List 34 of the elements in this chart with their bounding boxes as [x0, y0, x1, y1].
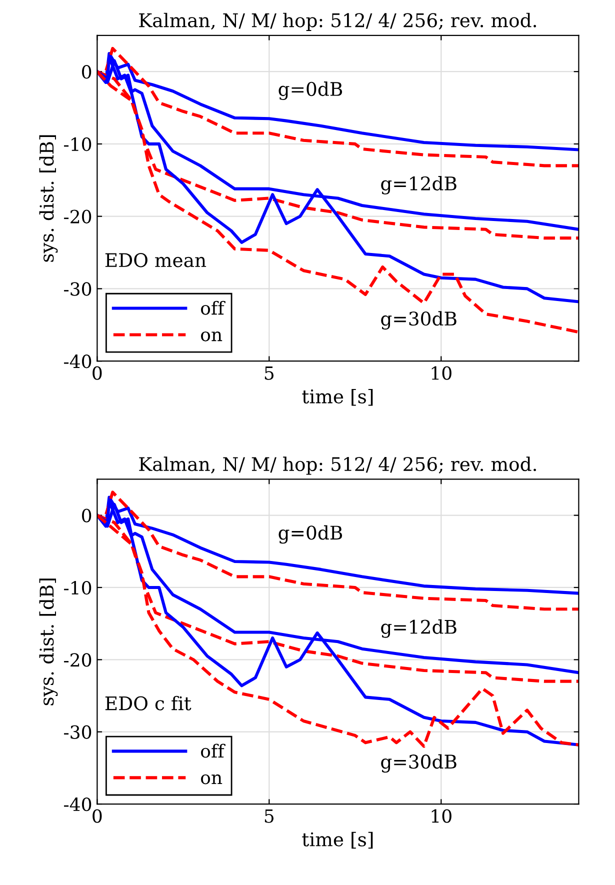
- x-tick-label: 5: [264, 809, 274, 823]
- annotation: g=12dB: [381, 619, 456, 638]
- x-tick-label: 0: [92, 366, 102, 380]
- y-axis-title: sys. dist. [dB]: [39, 578, 58, 706]
- x-axis-title: time [s]: [302, 832, 373, 849]
- chart-title: Kalman, N/ M/ hop: 512/ 4/ 256; rev. mod.: [139, 456, 536, 475]
- x-tick-label: 5: [264, 366, 274, 380]
- y-axis-title: sys. dist. [dB]: [39, 135, 58, 262]
- legend-label: off: [200, 744, 226, 758]
- annotation: g=30dB: [381, 754, 456, 773]
- x-axis-title: time [s]: [302, 388, 373, 406]
- y-tick-label: -10: [64, 137, 92, 152]
- x-tick-label: 10: [432, 809, 452, 823]
- annotation: g=30dB: [381, 311, 456, 330]
- y-tick-label: -20: [64, 210, 92, 224]
- y-tick-label: -40: [64, 354, 92, 368]
- legend-label: off: [200, 300, 226, 315]
- legend-label: on: [200, 774, 222, 784]
- annotation: EDO c fit: [105, 696, 192, 710]
- annotation: g=12dB: [381, 176, 456, 194]
- legend-label: on: [200, 331, 222, 342]
- y-tick-label: 0: [82, 65, 92, 79]
- annotation: g=0dB: [278, 525, 342, 544]
- y-tick-label: -30: [64, 725, 92, 739]
- annotation: g=0dB: [278, 82, 342, 100]
- y-tick-label: -30: [64, 282, 92, 296]
- y-tick-label: -10: [64, 580, 92, 595]
- x-tick-label: 0: [92, 809, 102, 823]
- annotation: EDO mean: [105, 253, 206, 268]
- y-tick-label: -20: [64, 653, 92, 667]
- y-tick-label: -40: [64, 797, 92, 812]
- chart-title: Kalman, N/ M/ hop: 512/ 4/ 256; rev. mod.: [139, 12, 536, 31]
- x-tick-label: 10: [432, 366, 452, 380]
- y-tick-label: 0: [82, 508, 92, 522]
